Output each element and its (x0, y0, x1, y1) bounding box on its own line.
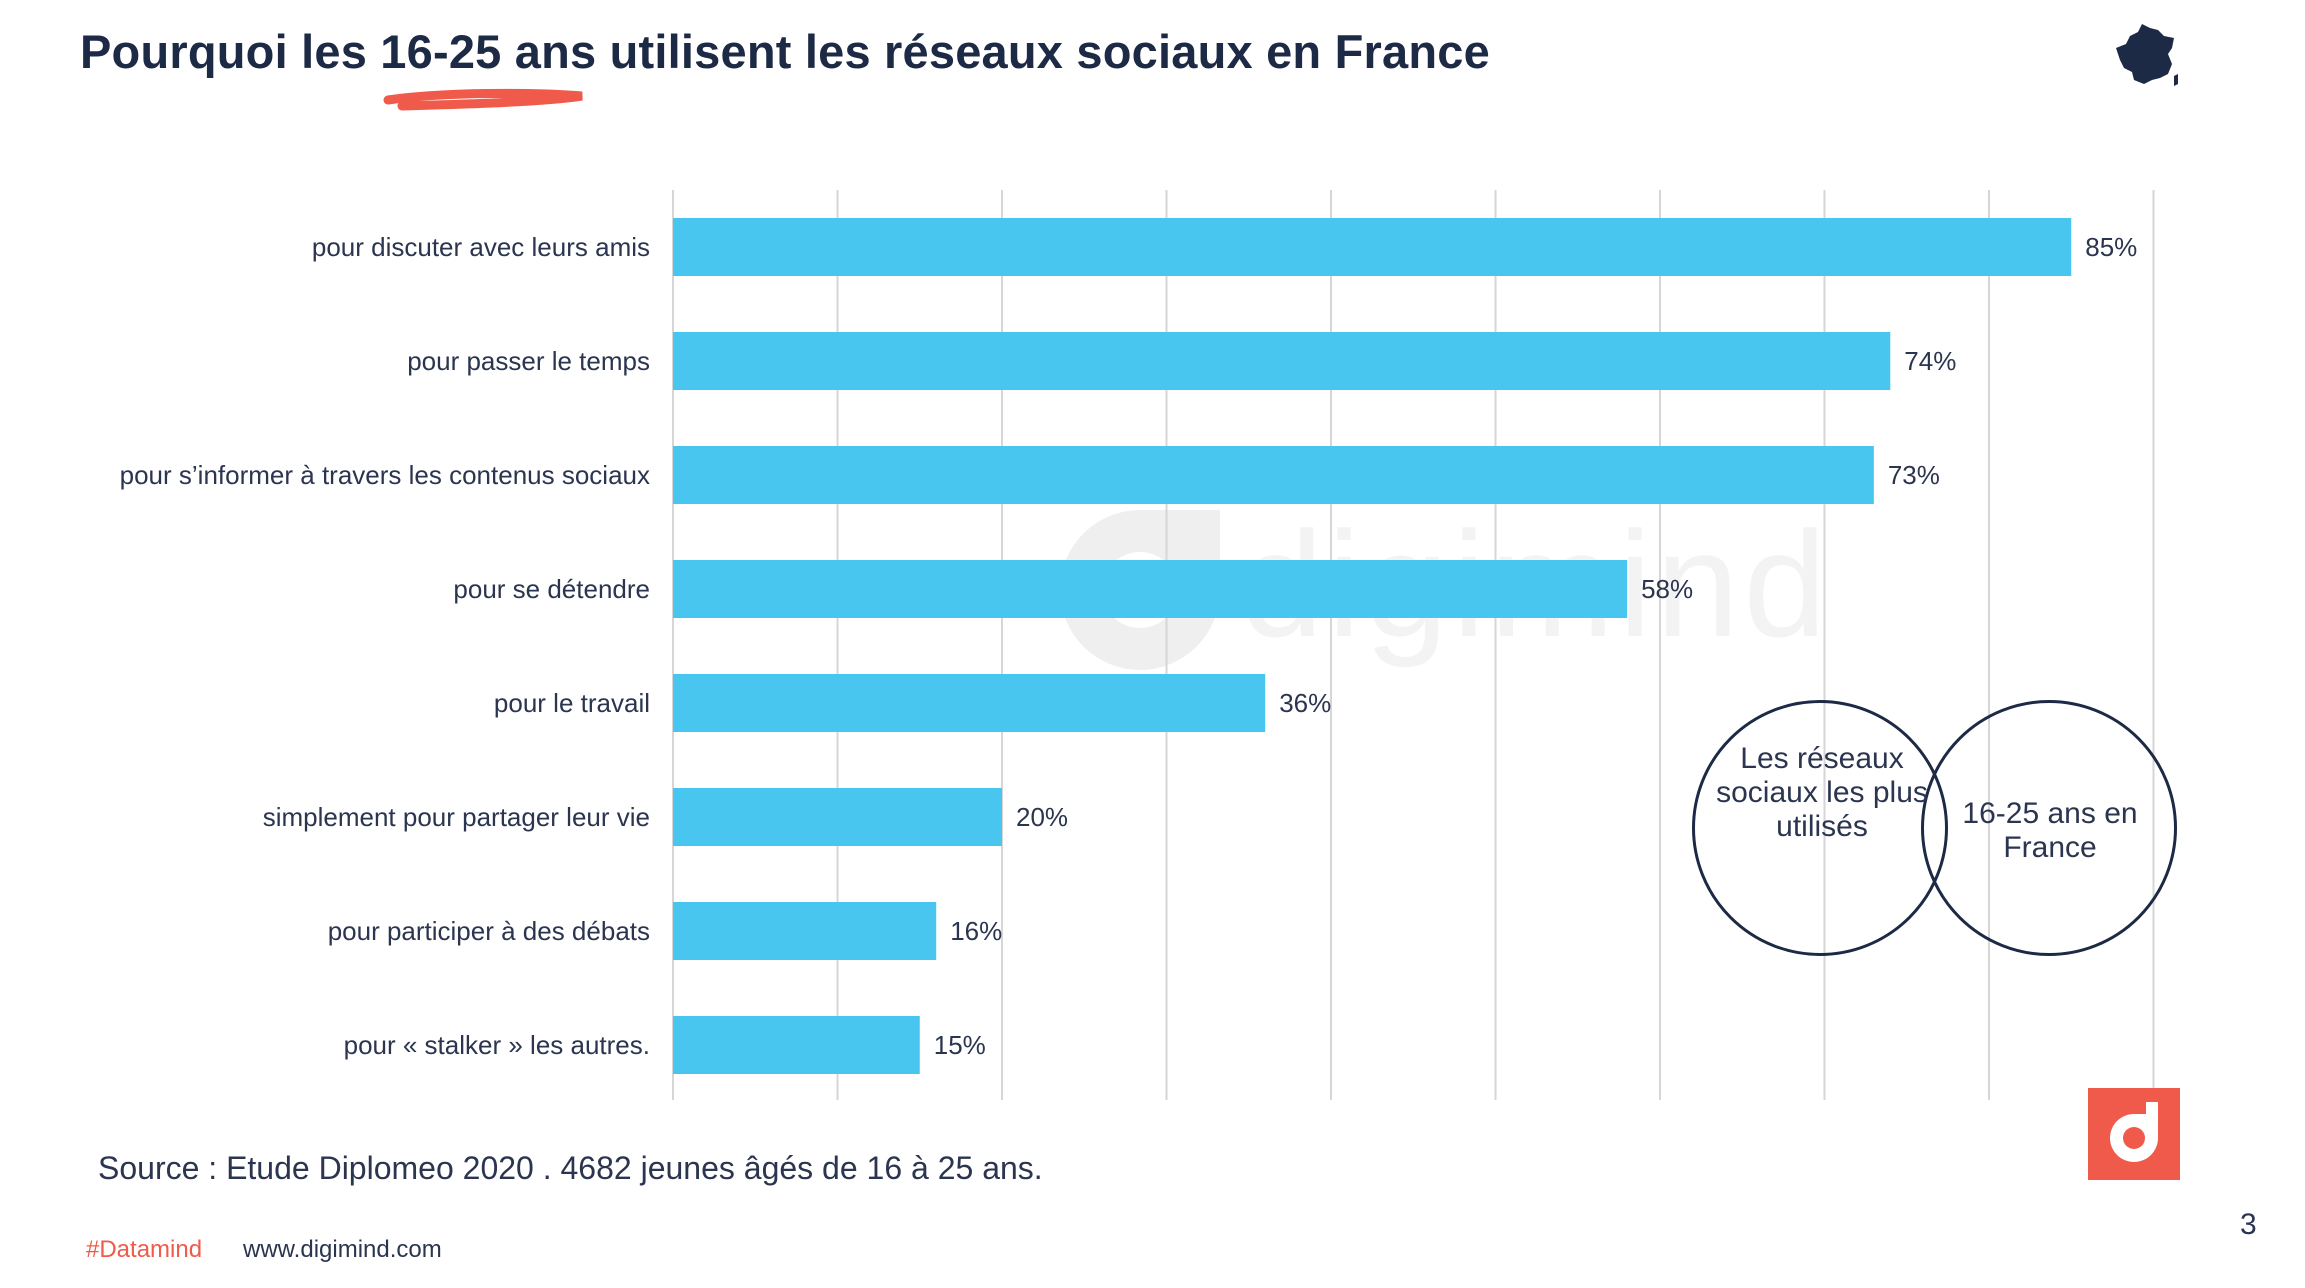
hashtag-link[interactable]: #Datamind (86, 1236, 203, 1263)
digimind-logo-icon (2088, 1088, 2180, 1180)
category-label: pour « stalker » les autres. (344, 1030, 650, 1060)
category-label: pour s’informer à travers les contenus s… (120, 460, 650, 490)
category-label: pour se détendre (453, 574, 650, 604)
value-label: 16% (950, 916, 1002, 946)
value-label: 36% (1279, 688, 1331, 718)
category-label: pour passer le temps (407, 346, 650, 376)
value-label: 73% (1888, 460, 1940, 490)
title-underline-decoration (383, 88, 583, 111)
page-number: 3 (2240, 1208, 2257, 1241)
bar (673, 332, 1891, 390)
value-label: 20% (1016, 802, 1068, 832)
page-title: Pourquoi les 16-25 ans utilisent les rés… (80, 25, 1490, 78)
category-label: pour le travail (494, 688, 650, 718)
bar (673, 674, 1266, 732)
website-link[interactable]: www.digimind.com (243, 1236, 442, 1263)
bar (673, 1016, 920, 1074)
value-label: 85% (2085, 232, 2137, 262)
bar (673, 902, 937, 960)
category-label: pour discuter avec leurs amis (312, 232, 650, 262)
value-label: 74% (1904, 346, 1956, 376)
category-label: simplement pour partager leur vie (263, 802, 650, 832)
france-map-icon (2116, 24, 2178, 86)
venn-circle-right (1921, 700, 2177, 956)
venn-right-label: 16-25 ans en France (1962, 797, 2138, 864)
bar (673, 788, 1002, 846)
value-label: 58% (1641, 574, 1693, 604)
value-label: 15% (934, 1030, 986, 1060)
bar (673, 560, 1628, 618)
bar (673, 446, 1874, 504)
category-label: pour participer à des débats (328, 916, 650, 946)
source-note: Source : Etude Diplomeo 2020 . 4682 jeun… (98, 1150, 1043, 1186)
venn-left-label: Les réseaux sociaux les plus utilisés (1716, 742, 1928, 843)
bar (673, 218, 2072, 276)
bar-chart: pour discuter avec leurs amis 85% pour pas… (120, 190, 2155, 1100)
